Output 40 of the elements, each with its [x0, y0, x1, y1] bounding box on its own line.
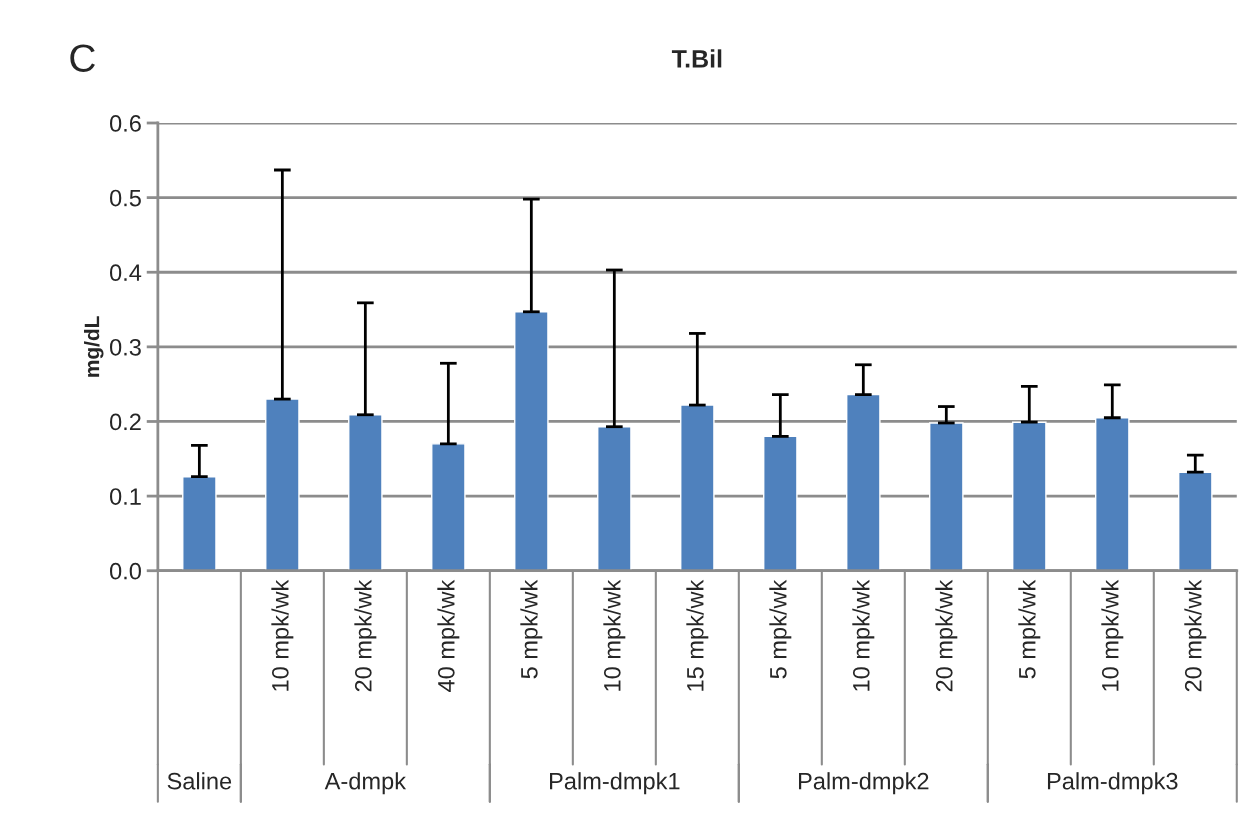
y-tick-label: 0.4	[109, 264, 142, 282]
x-tick-label: 10 mpk/wk	[603, 579, 626, 691]
bar	[1012, 421, 1047, 571]
bar	[1094, 417, 1130, 571]
y-axis-title: mg/dL	[84, 316, 104, 377]
bar	[597, 426, 632, 571]
x-tick-label: 20 mpk/wk	[1184, 579, 1207, 692]
x-tick-label: 40 mpk/wk	[437, 579, 460, 692]
y-tick-label: 0.5	[109, 189, 141, 207]
x-tick-label: 5 mpk/wk	[520, 579, 543, 679]
y-tick-label: 0.3	[109, 338, 141, 356]
x-tick-label: 5 mpk/wk	[769, 579, 792, 679]
y-tick-label: 0.0	[109, 562, 141, 580]
x-tick-label: 10 mpk/wk	[271, 579, 294, 691]
text: Palm-dmpk2	[798, 772, 929, 795]
x-tick-label: 20 mpk/wk	[354, 579, 377, 692]
x-tick-label: 10 mpk/wk	[852, 579, 875, 691]
x-tick-label: 20 mpk/wk	[935, 579, 958, 692]
bar	[348, 414, 383, 571]
text: C	[70, 44, 95, 72]
bar	[929, 422, 964, 571]
bar	[514, 311, 549, 571]
x-tick-label: 15 mpk/wk	[686, 579, 709, 691]
x-tick-label: 10 mpk/wk	[1101, 579, 1124, 691]
chart-title: T.Bil	[671, 49, 722, 68]
text: A-dmpk	[324, 772, 407, 795]
y-tick-label: 0.2	[109, 413, 141, 431]
bar	[182, 476, 217, 571]
text: Palm-dmpk3	[1047, 772, 1178, 795]
x-tick-label: 5 mpk/wk	[1018, 579, 1041, 679]
y-tick-label: 0.1	[109, 488, 141, 505]
bar	[680, 404, 715, 571]
text: Saline	[167, 772, 232, 790]
bar	[1177, 471, 1213, 571]
bar	[763, 435, 798, 571]
bar	[265, 398, 300, 571]
bar	[431, 443, 466, 571]
y-tick-label: 0.6	[109, 115, 141, 132]
text: Palm-dmpk1	[550, 772, 680, 795]
bar	[846, 393, 881, 571]
